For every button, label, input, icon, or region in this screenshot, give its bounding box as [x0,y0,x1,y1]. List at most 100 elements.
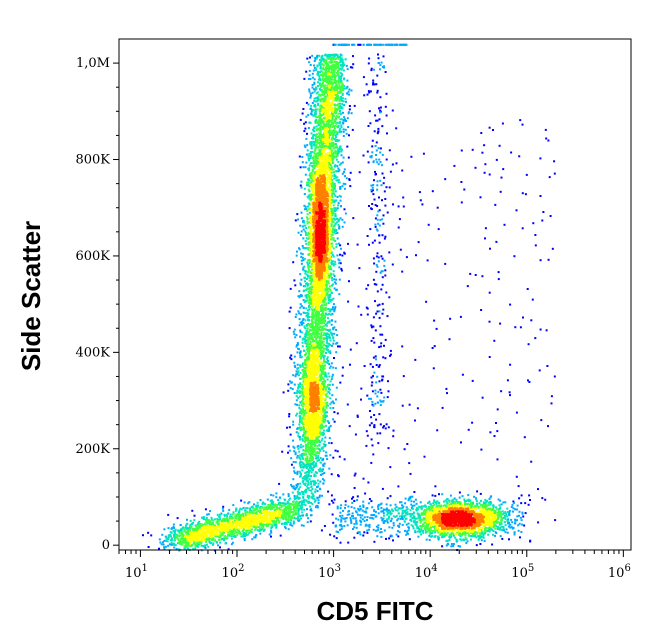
event-dot [347,111,350,114]
event-dot [495,240,498,243]
event-dot [325,313,328,316]
event-dot [330,263,333,266]
event-dot [458,491,461,494]
event-dot [328,384,331,386]
event-dot [304,121,307,124]
event-dot [296,483,299,486]
event-dot [363,94,366,97]
event-dot [323,462,326,465]
event-dot [383,396,386,399]
event-dot [322,343,325,346]
event-dot [297,493,300,496]
event-dot [313,130,316,133]
event-dot [305,356,308,359]
event-dot [304,360,307,363]
event-dot [504,531,507,534]
event-dot [319,121,322,124]
event-dot [410,500,413,503]
event-dot [331,185,333,188]
event-dot [483,144,486,147]
event-dot [334,320,337,323]
event-dot [333,193,336,196]
event-dot [204,544,207,547]
event-dot [333,174,336,176]
event-dot [330,188,333,191]
event-dot [273,524,276,527]
event-dot [378,107,380,110]
event-dot [449,317,452,320]
event-dot [270,535,272,538]
event-dot [300,295,303,298]
event-dot [370,69,373,72]
event-dot [331,189,334,191]
event-dot [301,469,304,472]
event-dot [329,300,332,303]
event-dot [312,114,315,117]
event-dot [332,501,335,504]
event-dot [259,499,262,501]
event-dot [434,494,437,497]
event-dot [320,105,323,108]
event-dot [322,328,324,331]
event-dot [178,532,181,535]
event-dot [312,157,315,160]
event-dot [392,539,394,542]
event-dot [408,513,411,515]
event-dot [301,245,304,247]
event-dot [410,155,413,158]
event-dot [210,523,213,525]
event-dot [321,472,324,475]
event-dot [338,90,341,93]
event-dot [295,392,298,395]
event-dot [216,519,219,522]
event-dot [437,531,440,534]
event-dot [323,354,326,357]
event-dot [368,523,371,526]
event-dot [307,312,310,315]
event-dot [410,503,413,506]
event-dot [271,501,273,504]
event-dot [300,463,303,466]
event-dot [365,287,368,290]
event-dot [318,58,321,61]
event-dot [311,450,314,453]
event-dot [386,132,388,135]
event-dot [181,527,184,530]
event-dot [308,185,311,188]
event-dot [335,278,338,281]
event-dot [311,495,314,498]
event-dot [323,317,326,320]
event-dot [217,538,220,541]
event-dot [463,188,466,191]
event-dot [382,508,385,511]
event-dot [365,444,368,447]
event-dot [279,534,282,537]
event-dot [297,434,300,437]
event-dot [406,511,409,514]
event-dot [415,254,417,257]
event-dot [193,514,196,517]
event-dot [377,130,380,133]
event-dot [378,316,381,319]
event-dot [416,530,419,533]
event-dot [304,482,307,485]
event-dot [341,61,344,64]
event-dot [446,498,449,501]
event-dot [370,339,373,342]
event-dot [305,352,307,355]
event-dot [319,79,322,82]
event-dot [332,521,335,524]
event-dot [345,64,348,67]
event-dot [385,503,388,506]
event-dot [304,472,307,475]
event-dot [401,523,404,526]
event-dot [278,482,281,485]
event-dot [340,520,343,523]
event-dot [334,111,337,114]
event-dot [334,213,337,216]
event-dot [293,512,296,515]
event-dot [320,342,323,345]
event-dot [309,450,312,453]
event-dot [500,503,503,506]
event-dot [378,241,381,244]
